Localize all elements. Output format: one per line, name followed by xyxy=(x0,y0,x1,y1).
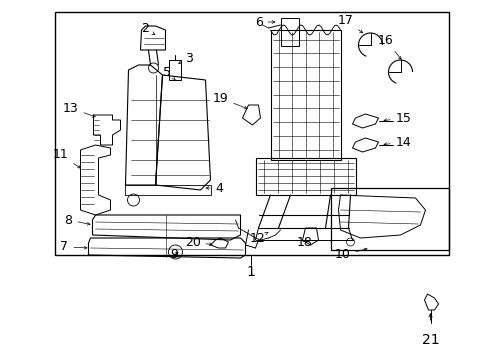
Bar xyxy=(330,188,447,250)
Bar xyxy=(55,12,447,255)
Text: 12: 12 xyxy=(249,231,268,244)
Text: 4: 4 xyxy=(205,181,223,194)
Text: 16: 16 xyxy=(377,33,401,59)
Text: 2: 2 xyxy=(141,22,155,35)
Text: 14: 14 xyxy=(383,135,410,148)
Text: 11: 11 xyxy=(53,148,81,168)
Text: 19: 19 xyxy=(212,91,247,109)
Text: 9: 9 xyxy=(170,248,178,261)
Text: 21: 21 xyxy=(421,333,438,347)
Text: 1: 1 xyxy=(245,265,254,279)
Text: 5: 5 xyxy=(162,66,175,80)
Text: 10: 10 xyxy=(334,248,366,261)
Text: 7: 7 xyxy=(61,240,87,253)
Text: 8: 8 xyxy=(64,213,90,226)
Text: 3: 3 xyxy=(178,51,193,64)
Text: 17: 17 xyxy=(337,13,362,33)
Bar xyxy=(280,18,298,46)
Text: 20: 20 xyxy=(184,235,211,248)
Bar xyxy=(168,60,180,80)
Text: 15: 15 xyxy=(383,112,410,125)
Text: 18: 18 xyxy=(296,235,312,248)
Text: 6: 6 xyxy=(254,15,274,28)
Text: 13: 13 xyxy=(62,102,95,117)
